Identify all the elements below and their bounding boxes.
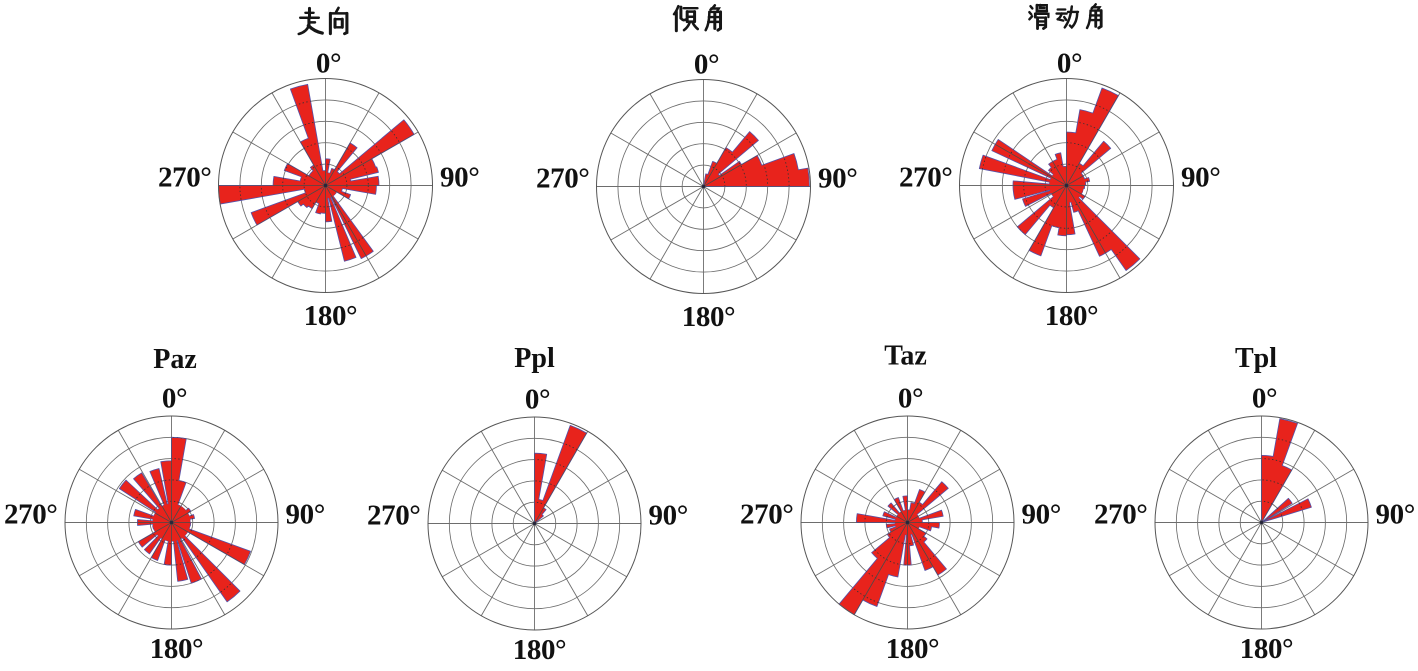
svg-text:180°: 180° xyxy=(150,633,204,665)
svg-text:270°: 270° xyxy=(367,500,421,532)
svg-text:270°: 270° xyxy=(158,162,212,194)
svg-text:90°: 90° xyxy=(1181,162,1220,194)
svg-text:270°: 270° xyxy=(536,163,590,195)
svg-text:180°: 180° xyxy=(1045,300,1099,332)
svg-text:180°: 180° xyxy=(1240,633,1294,665)
svg-text:180°: 180° xyxy=(886,633,940,665)
svg-text:270°: 270° xyxy=(1094,499,1148,531)
svg-text:90°: 90° xyxy=(649,500,688,532)
svg-text:0°: 0° xyxy=(316,48,341,80)
svg-text:Taz: Taz xyxy=(884,341,927,372)
svg-text:180°: 180° xyxy=(513,634,567,666)
svg-text:Tpl: Tpl xyxy=(1235,343,1277,374)
svg-text:90°: 90° xyxy=(818,163,857,195)
svg-text:90°: 90° xyxy=(1376,499,1415,531)
svg-text:Ppl: Ppl xyxy=(514,343,555,374)
svg-text:180°: 180° xyxy=(304,300,358,332)
svg-text:90°: 90° xyxy=(286,499,325,531)
svg-text:0°: 0° xyxy=(1252,383,1277,415)
svg-text:Paz: Paz xyxy=(153,344,197,375)
svg-text:0°: 0° xyxy=(1057,48,1082,80)
svg-text:90°: 90° xyxy=(1022,499,1061,531)
svg-text:270°: 270° xyxy=(899,162,953,194)
svg-text:270°: 270° xyxy=(4,499,58,531)
svg-text:0°: 0° xyxy=(898,383,923,415)
svg-text:180°: 180° xyxy=(682,301,736,333)
svg-text:0°: 0° xyxy=(694,49,719,81)
svg-text:90°: 90° xyxy=(440,162,479,194)
svg-text:0°: 0° xyxy=(162,383,187,415)
svg-text:0°: 0° xyxy=(525,384,550,416)
svg-text:270°: 270° xyxy=(740,499,794,531)
